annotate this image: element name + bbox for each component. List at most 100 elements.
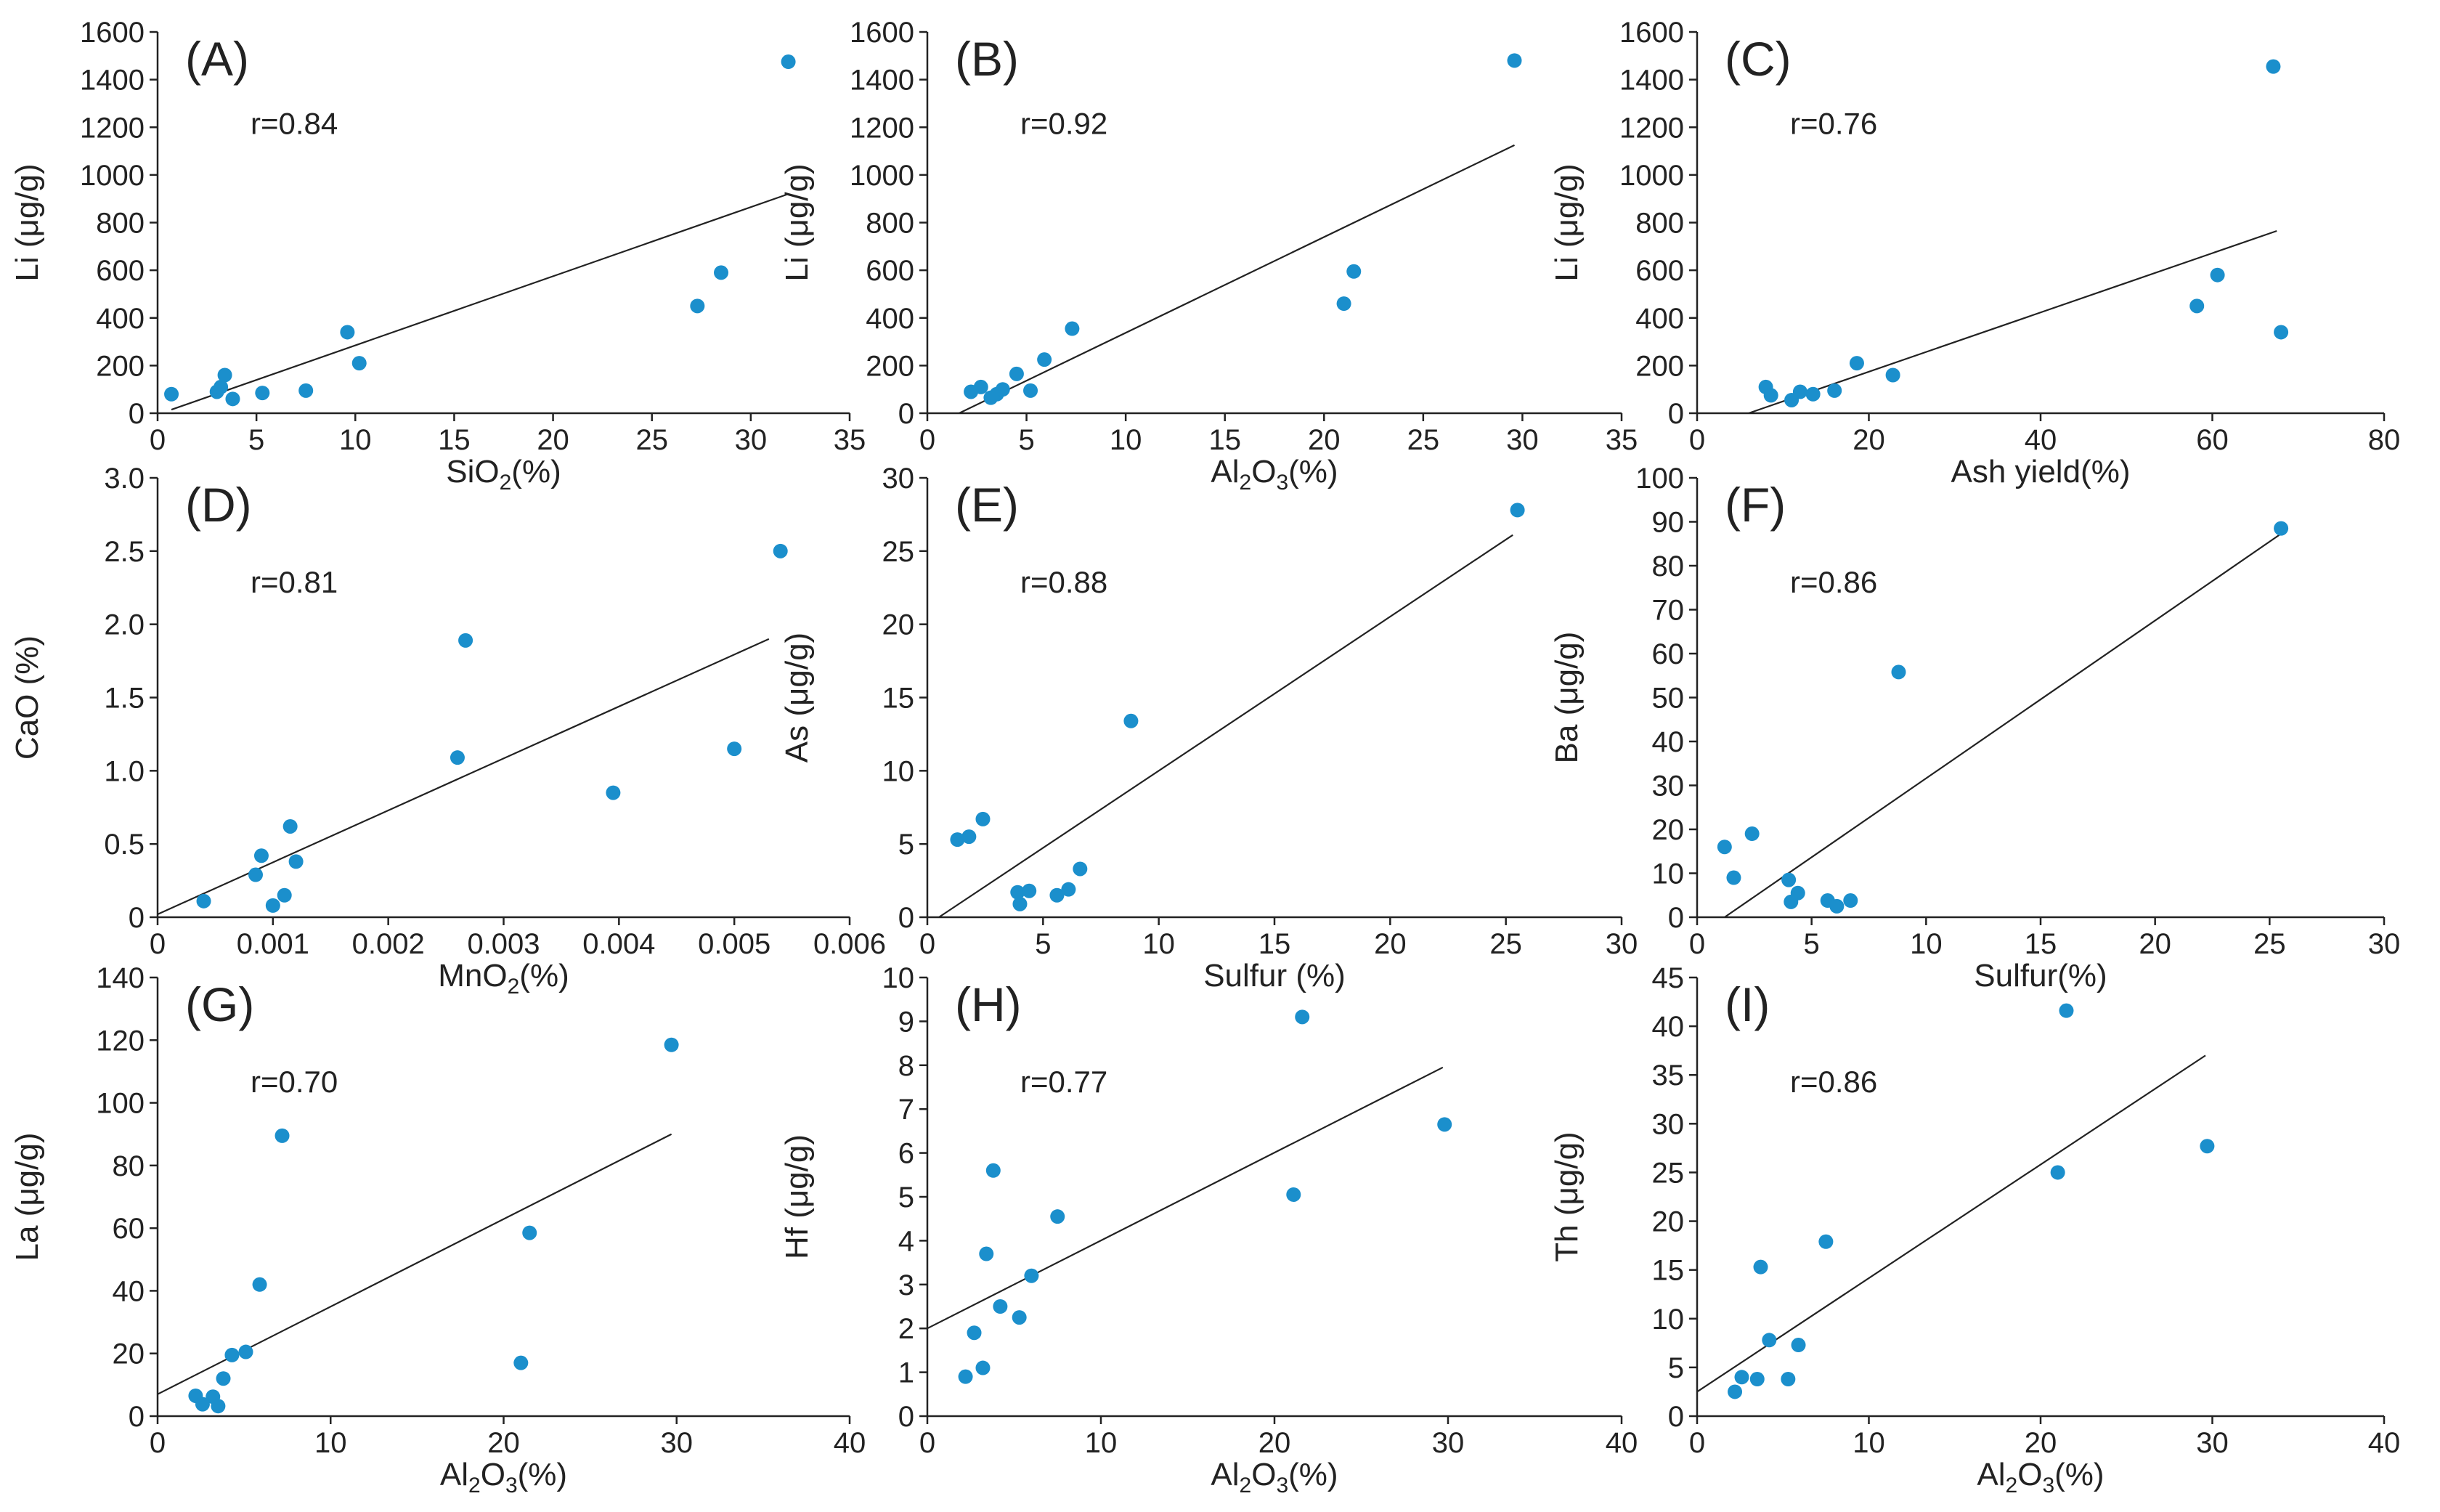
y-tick-label: 120 (96, 1025, 145, 1057)
data-point (664, 1037, 679, 1052)
y-tick-label: 800 (1635, 208, 1684, 240)
x-axis-label-subscript: 2 (1240, 1474, 1252, 1497)
x-tick-label: 30 (1432, 1427, 1465, 1459)
data-point (217, 367, 232, 383)
x-axis-label-text: Al (440, 1457, 468, 1492)
data-point (1728, 1384, 1743, 1399)
x-axis-label-text: (%) (1288, 1457, 1338, 1492)
x-axis-label-subscript: 3 (1276, 1474, 1288, 1497)
x-tick-label: 10 (1853, 1427, 1885, 1459)
data-point (1012, 896, 1028, 911)
data-point (1885, 367, 1900, 383)
x-axis-label-text: Sulfur (1974, 958, 2057, 993)
data-point (288, 854, 304, 869)
data-point (979, 1246, 994, 1261)
data-point (2266, 59, 2281, 74)
y-tick-label: 0 (898, 1401, 914, 1433)
y-tick-label: 1200 (850, 112, 914, 144)
x-axis-label-text: SiO (446, 454, 499, 489)
regression-line (959, 144, 1515, 414)
data-point (513, 1355, 529, 1370)
y-tick-label: 400 (1635, 303, 1684, 335)
panel-c: 0 20 40 60 8002004006008001000120014001600As… (1549, 17, 2400, 489)
data-point (238, 1344, 253, 1359)
correlation-label: r=0.88 (1020, 565, 1107, 599)
data-point (2200, 1139, 2215, 1154)
y-axis-label: Th (μg/g) (1549, 1131, 1585, 1261)
y-tick-label: 0 (898, 398, 914, 430)
y-tick-label: 30 (1652, 771, 1685, 802)
x-tick-label: 30 (661, 1427, 694, 1459)
x-axis-label-text: (%) (2057, 958, 2107, 993)
data-point (1781, 1371, 1796, 1386)
y-tick-label: 1000 (1619, 160, 1684, 192)
y-tick-label: 0 (129, 1401, 145, 1433)
data-point (282, 818, 298, 834)
y-tick-label: 800 (96, 208, 145, 240)
correlation-label: r=0.76 (1790, 107, 1877, 141)
y-tick-label: 600 (96, 255, 145, 287)
x-tick-label: 20 (1374, 928, 1407, 960)
y-tick-label: 5 (898, 1182, 914, 1214)
x-axis-label-text: (%) (2054, 1457, 2104, 1492)
y-tick-label: 0.5 (104, 829, 145, 861)
data-point (1805, 386, 1821, 402)
x-tick-label: 20 (2139, 928, 2171, 960)
data-point (781, 54, 796, 70)
data-point (2274, 325, 2289, 340)
x-tick-label: 20 (1308, 424, 1341, 456)
x-tick-label: 15 (1258, 928, 1291, 960)
data-point (1818, 1234, 1834, 1249)
x-tick-label: 30 (1606, 928, 1638, 960)
x-tick-label: 0 (919, 424, 935, 456)
y-tick-label: 600 (866, 255, 914, 287)
y-tick-label: 1400 (850, 65, 914, 97)
correlation-label: r=0.92 (1020, 107, 1107, 141)
y-axis-label: La (μg/g) (9, 1133, 45, 1261)
panel-d: 0 0.001 0.002 0.003 0.004 0.005 0.006 0 0.5 1.0 1.… (9, 463, 886, 999)
x-axis-label-subscript: 2 (468, 1474, 481, 1497)
y-tick-label: 90 (1652, 507, 1685, 539)
y-tick-label: 1.5 (104, 683, 145, 715)
data-point (274, 1128, 290, 1143)
x-axis-label-subscript: 2 (2006, 1474, 2018, 1497)
panel-b: 0 5 10 15 20 25 30 35 0 200 400 600 800 1000 1200 1400 1… (779, 17, 1638, 495)
y-tick-label: 8 (898, 1050, 914, 1082)
x-axis-label-text: Al (1211, 1457, 1239, 1492)
regression-line (1748, 229, 2277, 415)
x-tick-label: 5 (248, 424, 264, 456)
x-tick-label: 20 (2025, 1427, 2057, 1459)
x-tick-label: 25 (2253, 928, 2286, 960)
y-tick-label: 1600 (850, 17, 914, 49)
x-tick-label: 0 (919, 1427, 935, 1459)
y-tick-label: 0 (1668, 902, 1684, 934)
y-tick-label: 40 (1652, 726, 1685, 758)
panel-a: 0 5 10 15 20 25 30 35 0 200 400 600 800 1000 1200 1400 1… (9, 17, 866, 495)
y-tick-label: 2.0 (104, 609, 145, 641)
y-tick-label: 15 (1652, 1255, 1685, 1287)
data-point (1507, 53, 1522, 68)
x-tick-label: 20 (487, 1427, 520, 1459)
data-point (1024, 1268, 1039, 1283)
data-point (1123, 713, 1139, 728)
x-axis-label-text: (%) (1287, 958, 1346, 993)
panel-letter: (B) (955, 32, 1019, 86)
data-point (351, 356, 367, 371)
data-point (214, 379, 229, 394)
data-point (690, 298, 705, 314)
data-point (216, 1371, 231, 1386)
x-tick-label: 20 (1853, 424, 1885, 456)
x-axis-label-text: Al (1977, 1457, 2005, 1492)
data-point (961, 829, 977, 845)
y-tick-label: 800 (866, 208, 914, 240)
data-point (1346, 264, 1362, 279)
x-tick-label: 40 (1606, 1427, 1638, 1459)
data-point (950, 832, 965, 848)
data-point (253, 848, 269, 863)
x-axis-label: SiO2(%) (446, 454, 561, 495)
x-axis-label: Al2O3(%) (440, 1457, 567, 1497)
data-point (1827, 383, 1842, 398)
x-tick-label: 0 (1689, 928, 1705, 960)
y-tick-label: 10 (882, 962, 915, 994)
data-point (975, 1360, 991, 1375)
